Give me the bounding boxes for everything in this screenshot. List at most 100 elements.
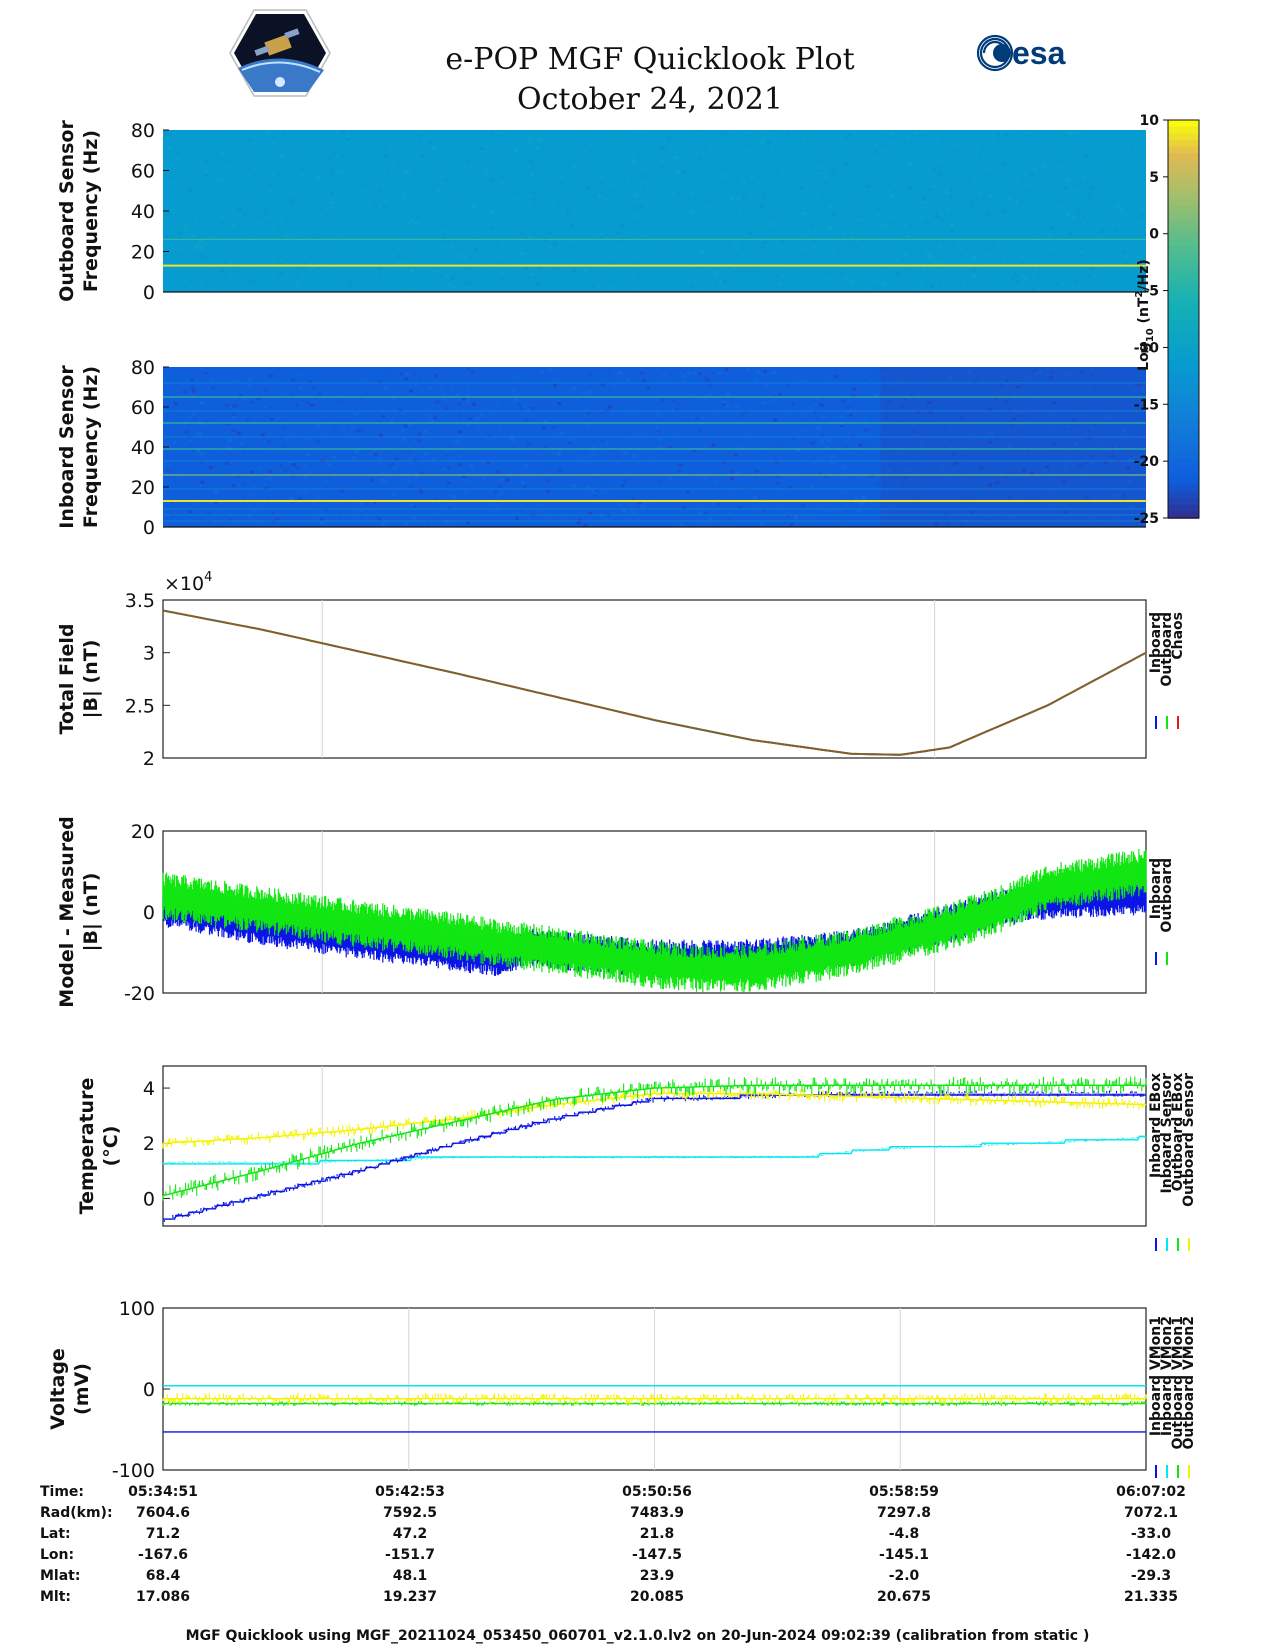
inboard-spectrogram-noise-cell xyxy=(530,382,535,386)
inboard-spectrogram-noise-cell xyxy=(421,462,426,466)
outboard-spectrogram-noise-cell xyxy=(978,155,983,159)
inboard-spectrogram-noise-cell xyxy=(540,369,545,373)
outboard-spectrogram-noise-cell xyxy=(309,267,313,271)
outboard-spectrogram-noise-cell xyxy=(504,155,509,159)
inboard-spectrogram-noise-cell xyxy=(777,506,781,510)
outboard-spectrogram-noise-cell xyxy=(279,154,284,158)
inboard-spectrogram-noise-cell xyxy=(1074,442,1078,446)
inboard-spectrogram-noise-cell xyxy=(353,411,358,415)
inboard-spectrogram-noise-cell xyxy=(606,370,611,374)
inboard-spectrogram-noise-cell xyxy=(754,469,759,473)
outboard-spectrogram-noise-cell xyxy=(920,132,925,136)
inboard-spectrogram-noise-cell xyxy=(994,438,999,442)
inboard-spectrogram-noise-cell xyxy=(450,452,455,456)
outboard-spectrogram-noise-cell xyxy=(891,281,896,285)
inboard-spectrogram-noise-cell xyxy=(423,429,428,433)
outboard-spectrogram-noise-cell xyxy=(270,173,275,177)
outboard-spectrogram-noise-cell xyxy=(650,229,655,233)
outboard-spectrogram-noise-cell xyxy=(709,245,714,249)
outboard-spectrogram-noise-cell xyxy=(528,160,533,164)
esa-logo: esa xyxy=(976,34,1066,72)
colorbar-segment xyxy=(1168,332,1199,340)
outboard-spectrogram-noise-cell xyxy=(284,235,288,238)
outboard-spectrogram-noise-cell xyxy=(987,246,992,250)
outboard-spectrogram-noise-cell xyxy=(905,280,910,284)
colorbar-segment xyxy=(1168,464,1199,473)
inboard-spectrogram-noise-cell xyxy=(677,469,682,473)
inboard-spectrogram-noise-cell xyxy=(1110,451,1115,455)
inboard-spectrogram-noise-cell xyxy=(970,415,975,419)
outboard-spectrogram-noise-cell xyxy=(600,229,605,233)
outboard-spectrogram-noise-cell xyxy=(832,173,837,177)
outboard-spectrogram-noise-cell xyxy=(1031,247,1036,251)
inboard-spectrogram-noise-cell xyxy=(243,445,248,449)
inboard-spectrogram-noise-cell xyxy=(359,495,364,499)
inboard-spectrogram-noise-cell xyxy=(365,488,370,492)
inboard-spectrogram-noise-cell xyxy=(587,412,592,416)
outboard-spectrogram-noise-cell xyxy=(585,186,590,189)
inboard-spectrogram-noise-cell xyxy=(916,494,921,497)
outboard-spectrogram-noise-cell xyxy=(849,244,854,248)
inboard-spectrogram-noise-cell xyxy=(433,374,438,378)
inboard-spectrogram-noise-cell xyxy=(404,372,409,376)
inboard-spectrogram-noise-cell xyxy=(1027,376,1032,380)
outboard-spectrogram-noise-cell xyxy=(918,215,923,219)
inboard-spectrogram-noise-cell xyxy=(382,480,387,484)
outboard-spectrogram-noise-cell xyxy=(249,253,254,257)
colorbar-segment xyxy=(1168,292,1199,300)
outboard-spectrogram-noise-cell xyxy=(182,224,187,228)
inboard-spectrogram-noise-cell xyxy=(325,422,330,426)
colorbar-segment xyxy=(1168,226,1199,234)
outboard-spectrogram-noise-cell xyxy=(845,157,850,161)
inboard-spectrogram-noise-cell xyxy=(485,515,490,518)
model-ylabel-line2: |B| (nT) xyxy=(80,873,102,952)
inboard-spectrogram-noise-cell xyxy=(1072,449,1077,453)
outboard-spectrogram-noise-cell xyxy=(474,273,479,277)
outboard-spectrogram-noise-cell xyxy=(520,231,525,235)
outboard-spectrogram-noise-cell xyxy=(1046,256,1051,260)
inboard-spectrogram-noise-cell xyxy=(643,508,648,512)
outboard-spectrogram-noise-cell xyxy=(592,201,597,205)
outboard-spectrogram-noise-cell xyxy=(1013,274,1018,278)
inboard-spectrogram-noise-cell xyxy=(970,437,975,441)
inboard-spectrogram-noise-cell xyxy=(984,517,989,521)
outboard-spectrogram-noise-cell xyxy=(302,182,307,186)
outboard-spectrogram-noise-cell xyxy=(537,193,542,197)
outboard-spectrogram-noise-cell xyxy=(382,266,387,270)
outboard-spectrogram-noise-cell xyxy=(792,137,797,141)
outboard-spectrogram-noise-cell xyxy=(901,227,905,231)
outboard-spectrogram-noise-cell xyxy=(936,261,941,265)
inboard-spectrogram-noise-cell xyxy=(404,490,409,494)
inboard-spectrogram-noise-cell xyxy=(733,453,738,457)
inboard-spectrogram-noise-cell xyxy=(931,380,936,383)
inboard-spectrogram-noise-cell xyxy=(687,371,692,375)
inboard-spectrogram-noise-cell xyxy=(922,453,927,457)
outboard-spectrogram-noise-cell xyxy=(219,215,224,219)
outboard-spectrogram-noise-cell xyxy=(253,245,258,248)
outboard-spectrogram-noise-cell xyxy=(1020,274,1025,278)
inboard-spectrogram-noise-cell xyxy=(694,371,699,375)
outboard-spectrogram-noise-cell xyxy=(900,257,905,261)
inboard-spectrogram-noise-cell xyxy=(468,463,473,467)
outboard-spectrogram-noise-cell xyxy=(526,180,531,184)
outboard-spectrogram-noise-cell xyxy=(1051,182,1056,186)
inboard-spectrogram-noise-cell xyxy=(365,502,369,506)
inboard-spectrogram-noise-cell xyxy=(208,465,213,469)
inboard-spectrogram-noise-cell xyxy=(263,405,268,409)
inboard-spectrogram-noise-cell xyxy=(773,418,778,422)
outboard-spectrogram-noise-cell xyxy=(1066,165,1071,169)
inboard-spectrogram-noise-cell xyxy=(1092,376,1096,380)
model-minus-measured-y-tick-label: -20 xyxy=(124,983,155,1005)
outboard-spectrogram-noise-cell xyxy=(168,170,173,174)
outboard-spectrogram-noise-cell xyxy=(1060,170,1065,174)
inboard-spectrogram-noise-cell xyxy=(260,432,265,436)
inboard-spectrogram-noise-cell xyxy=(457,454,462,458)
outboard-spectrogram-noise-cell xyxy=(295,283,300,287)
inboard-spectrogram-noise-cell xyxy=(867,376,872,380)
inboard-spectrogram-noise-cell xyxy=(1079,370,1084,374)
outboard-spectrogram-noise-cell xyxy=(409,243,414,247)
outboard-spectrogram-noise-cell xyxy=(570,223,575,227)
outboard-spectrogram-noise-cell xyxy=(953,149,957,153)
outboard-spectrogram-noise-cell xyxy=(946,207,951,211)
outboard-spectrogram-noise-cell xyxy=(414,247,419,251)
